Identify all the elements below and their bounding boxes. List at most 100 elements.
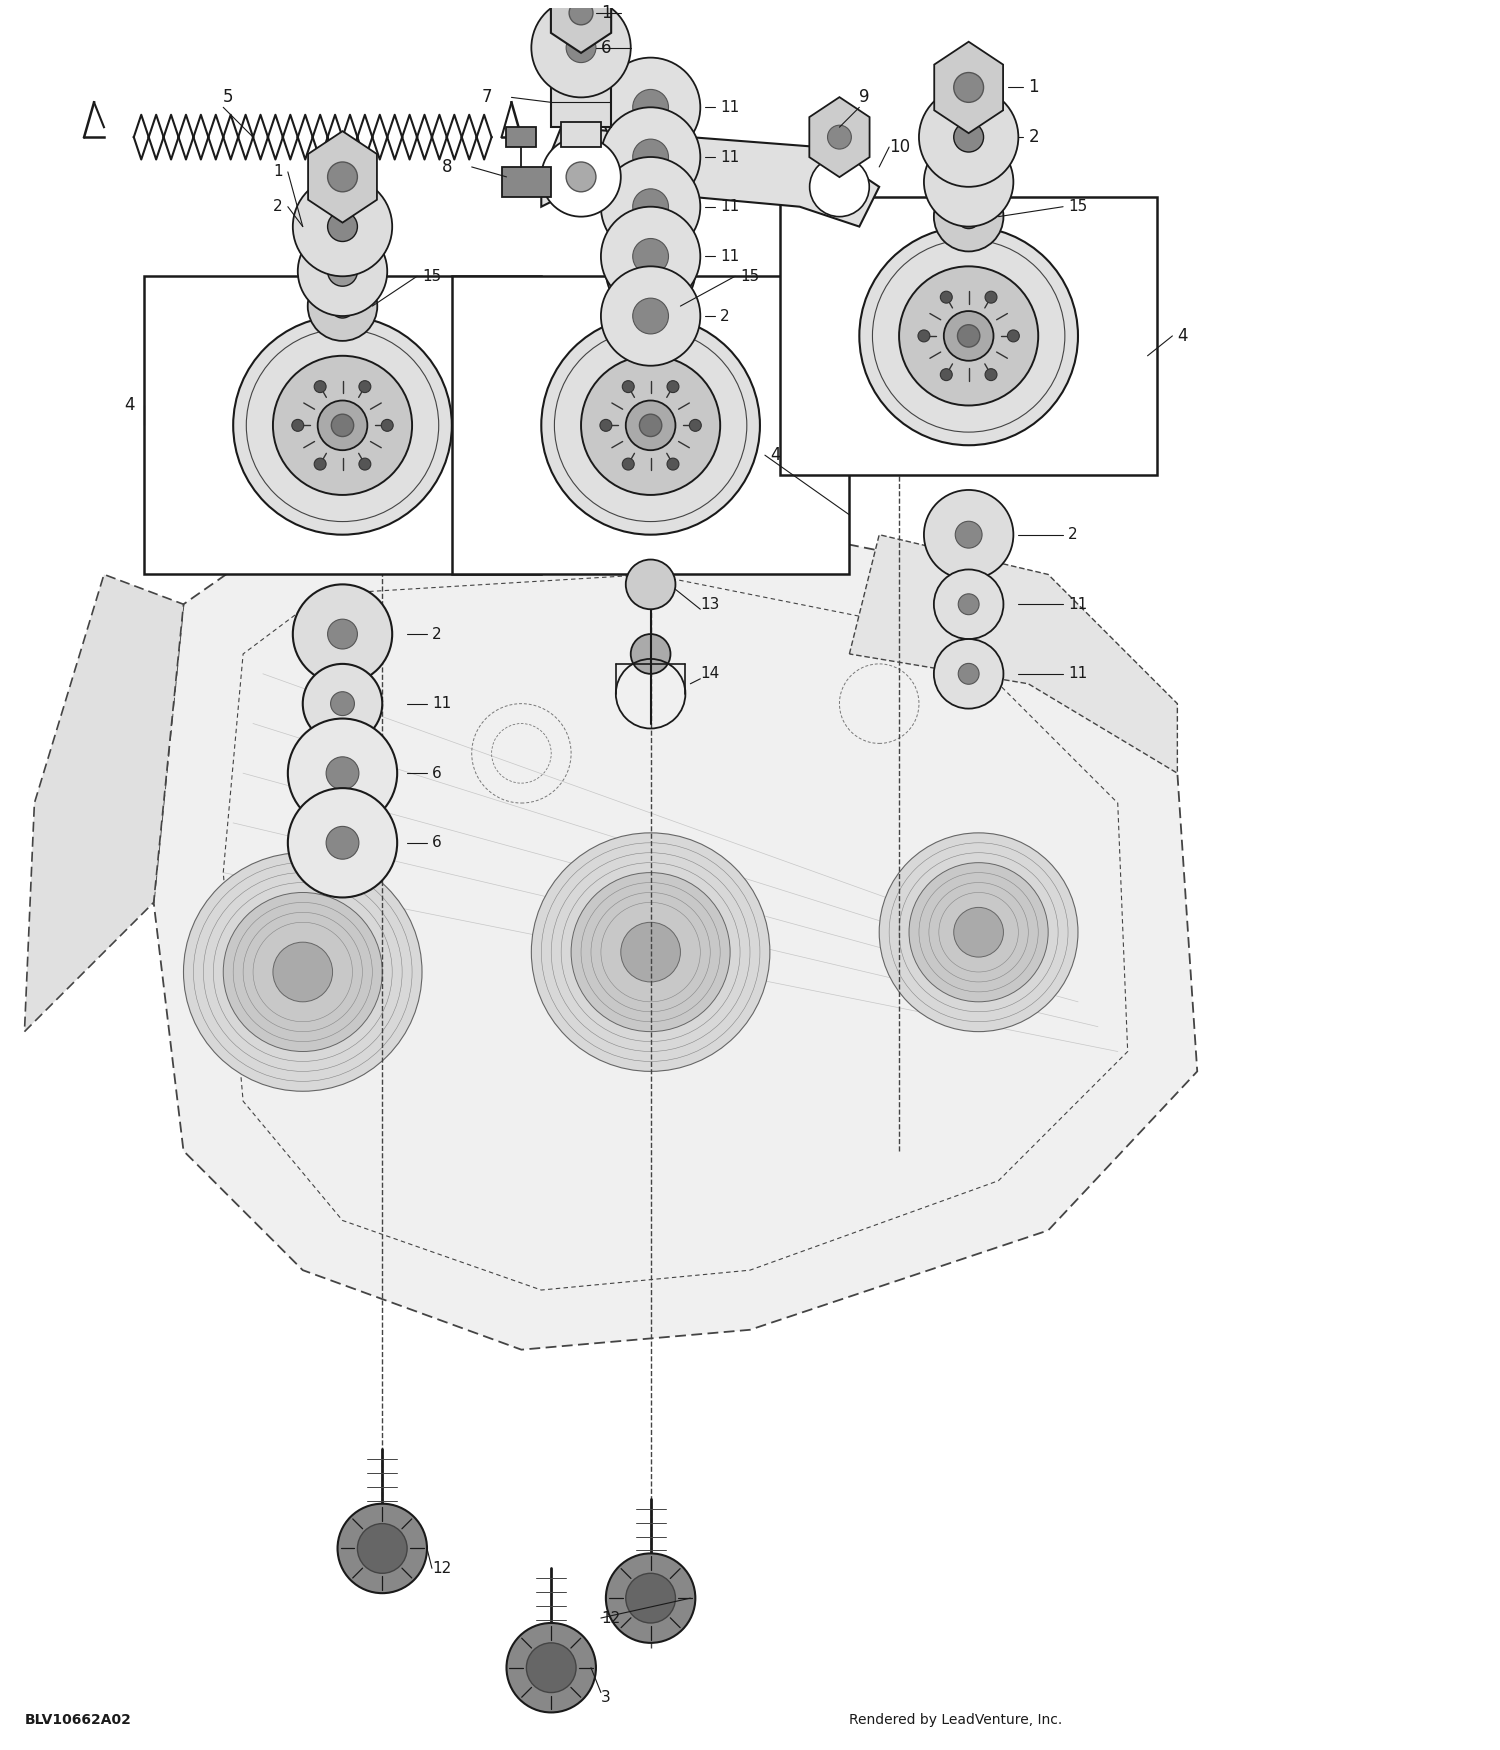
Circle shape: [621, 922, 681, 982]
Circle shape: [507, 1622, 596, 1713]
Text: 2: 2: [432, 626, 441, 642]
Circle shape: [327, 163, 357, 192]
Circle shape: [232, 317, 452, 536]
Text: 2: 2: [720, 308, 730, 324]
Circle shape: [606, 1554, 696, 1643]
Text: 11: 11: [720, 100, 740, 116]
Bar: [452, 276, 849, 574]
Circle shape: [298, 226, 387, 317]
Text: 12: 12: [602, 1610, 619, 1626]
Circle shape: [602, 107, 700, 206]
Polygon shape: [308, 131, 376, 222]
Circle shape: [934, 569, 1004, 639]
Circle shape: [859, 226, 1078, 444]
Circle shape: [381, 420, 393, 430]
Circle shape: [958, 663, 980, 684]
Circle shape: [526, 1643, 576, 1692]
Circle shape: [183, 852, 422, 1092]
Circle shape: [690, 420, 702, 430]
Text: 6: 6: [602, 38, 612, 56]
Circle shape: [327, 212, 357, 242]
Text: 5: 5: [224, 89, 234, 107]
Circle shape: [639, 415, 662, 436]
Circle shape: [956, 522, 982, 548]
Circle shape: [944, 312, 993, 360]
Text: 2: 2: [1068, 527, 1077, 542]
Circle shape: [909, 863, 1048, 1001]
Circle shape: [924, 490, 1014, 579]
Text: 15: 15: [422, 270, 441, 284]
Circle shape: [314, 458, 326, 471]
Circle shape: [633, 89, 669, 126]
Circle shape: [542, 317, 760, 536]
Circle shape: [600, 420, 612, 430]
Circle shape: [636, 257, 666, 287]
Circle shape: [626, 560, 675, 609]
Circle shape: [954, 908, 1004, 957]
Text: 13: 13: [700, 597, 720, 612]
Circle shape: [633, 298, 669, 334]
Circle shape: [326, 756, 358, 789]
Circle shape: [357, 1524, 407, 1573]
Circle shape: [330, 294, 354, 318]
Bar: [144, 276, 542, 574]
Circle shape: [602, 266, 700, 366]
Circle shape: [924, 136, 1014, 226]
Circle shape: [986, 290, 998, 303]
Circle shape: [668, 382, 680, 392]
Text: 11: 11: [720, 200, 740, 214]
Text: 4: 4: [770, 446, 780, 464]
Circle shape: [954, 123, 984, 152]
Circle shape: [273, 355, 412, 495]
Circle shape: [358, 382, 370, 392]
Text: 10: 10: [890, 138, 910, 156]
Text: 15: 15: [1068, 200, 1088, 214]
Text: 14: 14: [700, 667, 720, 681]
Text: 7: 7: [482, 89, 492, 107]
Text: 11: 11: [1068, 597, 1088, 612]
Circle shape: [940, 369, 952, 380]
Text: BLV10662A02: BLV10662A02: [24, 1713, 132, 1727]
Circle shape: [330, 691, 354, 716]
Text: 9: 9: [859, 89, 870, 107]
Text: 6: 6: [432, 835, 441, 850]
Polygon shape: [810, 98, 870, 177]
Circle shape: [940, 290, 952, 303]
Text: Rendered by LeadVenture, Inc.: Rendered by LeadVenture, Inc.: [849, 1713, 1062, 1727]
Circle shape: [288, 788, 398, 898]
Text: 2: 2: [273, 200, 284, 214]
Circle shape: [954, 72, 984, 102]
Circle shape: [318, 401, 368, 450]
Circle shape: [314, 382, 326, 392]
Circle shape: [358, 458, 370, 471]
Circle shape: [327, 620, 357, 649]
Circle shape: [531, 0, 630, 98]
Circle shape: [602, 206, 700, 306]
Circle shape: [934, 639, 1004, 709]
Circle shape: [580, 355, 720, 495]
Circle shape: [273, 942, 333, 1001]
Text: 3: 3: [602, 1690, 610, 1704]
Polygon shape: [153, 504, 1197, 1349]
Circle shape: [668, 458, 680, 471]
Circle shape: [630, 634, 670, 674]
Circle shape: [326, 826, 358, 859]
Circle shape: [338, 1503, 427, 1592]
Circle shape: [531, 833, 770, 1071]
Text: 11: 11: [432, 696, 451, 710]
Text: 11: 11: [1068, 667, 1088, 681]
Text: 11: 11: [720, 149, 740, 164]
Circle shape: [986, 369, 998, 380]
Circle shape: [879, 833, 1078, 1032]
Circle shape: [633, 238, 669, 275]
Text: LEADVENTURE: LEADVENTURE: [602, 956, 897, 989]
Polygon shape: [24, 574, 183, 1032]
Polygon shape: [550, 0, 610, 52]
Text: 12: 12: [432, 1561, 451, 1575]
Circle shape: [633, 189, 669, 224]
Circle shape: [918, 331, 930, 341]
Circle shape: [568, 2, 592, 25]
Circle shape: [566, 163, 596, 192]
Circle shape: [934, 182, 1004, 252]
Circle shape: [602, 58, 700, 158]
